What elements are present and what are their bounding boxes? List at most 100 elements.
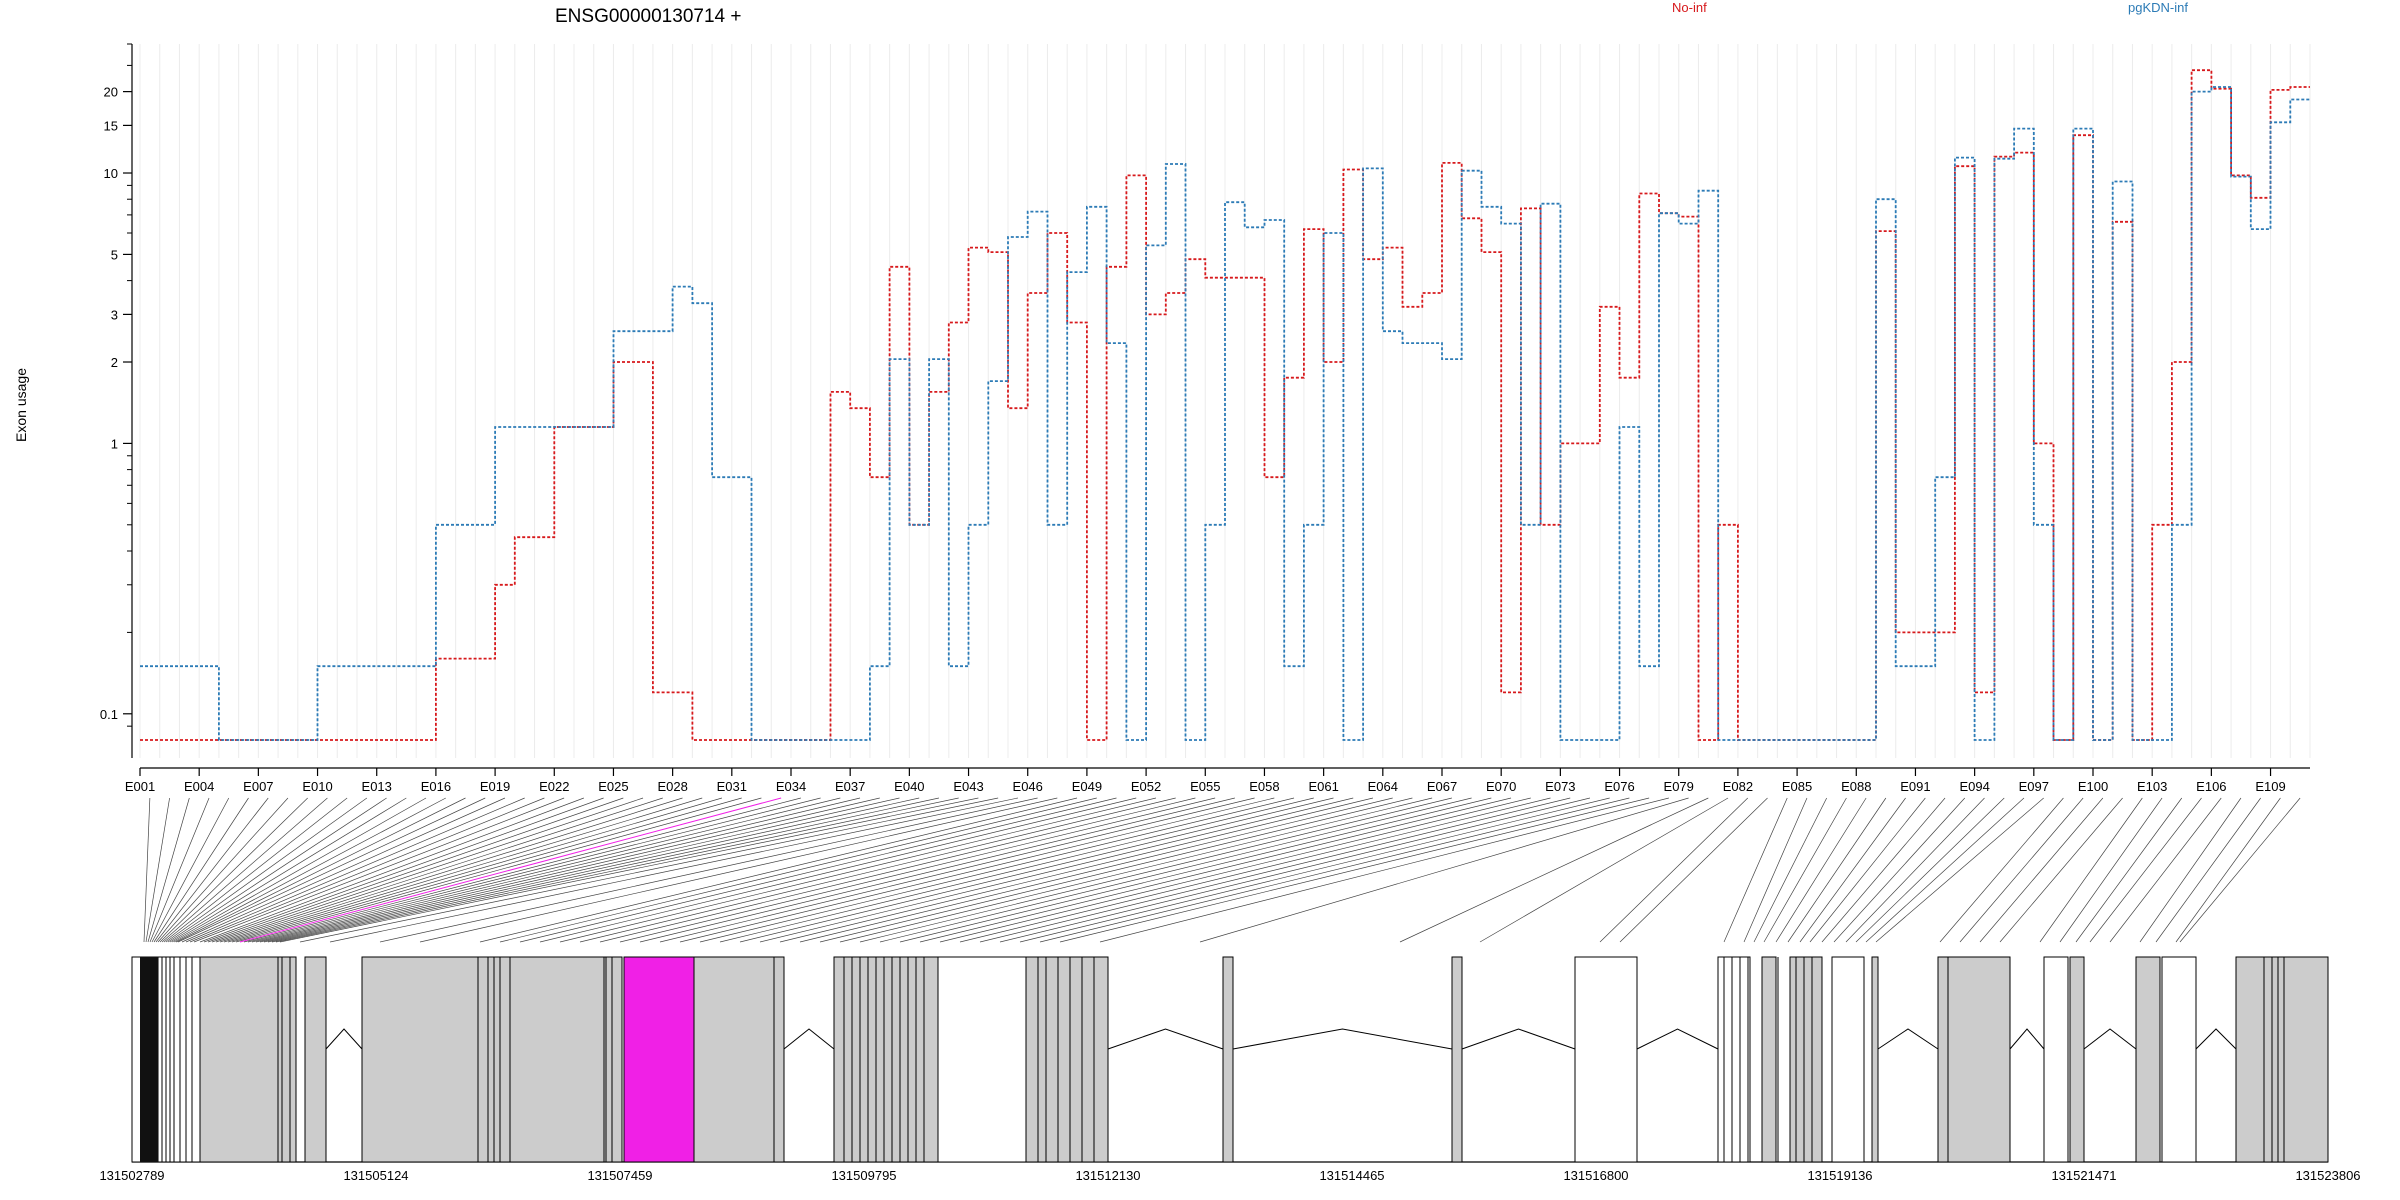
exon-block — [199, 956, 279, 1163]
connector-line — [1743, 797, 1808, 943]
exon-tick-label: E082 — [1723, 779, 1753, 794]
y-tick-label: 5 — [111, 247, 118, 262]
connector-line — [207, 797, 624, 943]
connector-line — [157, 797, 289, 943]
y-tick-label: 1 — [111, 436, 118, 451]
coordinate-label: 131519136 — [1807, 1168, 1872, 1183]
connector-line — [759, 797, 1354, 943]
coordinate-label: 131512130 — [1075, 1168, 1140, 1183]
connector-line — [299, 797, 999, 943]
intron-line — [1107, 1028, 1224, 1050]
connector-line — [1833, 797, 1966, 943]
connector-line — [1753, 797, 1827, 943]
connector-line — [859, 797, 1452, 943]
coordinate-label: 131523806 — [2295, 1168, 2360, 1183]
y-tick-label: 0.1 — [100, 707, 118, 722]
connector-line — [2109, 797, 2222, 943]
coordinate-label: 131516800 — [1563, 1168, 1628, 1183]
connector-line — [189, 797, 545, 943]
exon-tick-label: E016 — [421, 779, 451, 794]
exon-block — [773, 956, 785, 1163]
coordinate-label: 131509795 — [831, 1168, 896, 1183]
exon-tick-label: E022 — [539, 779, 569, 794]
connector-line — [143, 797, 151, 943]
gene-model — [131, 956, 2329, 1163]
y-tick-label: 3 — [111, 307, 118, 322]
exon-tick-label: E010 — [302, 779, 332, 794]
exon-block — [304, 956, 327, 1163]
exon-tick-label: E049 — [1072, 779, 1102, 794]
connector-line — [177, 797, 486, 943]
connector-line — [145, 797, 170, 943]
connector-line — [155, 797, 269, 943]
connector-line — [161, 797, 328, 943]
exon-tick-label: E052 — [1131, 779, 1161, 794]
connector-line — [1959, 797, 2084, 943]
exon-axis: E001 E004 E007 E010 E013 E016 E019 E022 E025 E028… — [125, 767, 2310, 794]
exon-block — [2263, 956, 2285, 1163]
connector-line — [2059, 797, 2163, 943]
connector-line — [1763, 797, 1847, 943]
exon-tick-label: E037 — [835, 779, 865, 794]
connector-line — [271, 797, 940, 943]
series-lines — [140, 69, 2310, 741]
connector-line — [419, 797, 1058, 943]
exon-block — [487, 956, 511, 1163]
connector-line — [1939, 797, 2064, 943]
connector-line — [2155, 797, 2261, 943]
exon-tick-label: E031 — [717, 779, 747, 794]
exon-tick-label: E019 — [480, 779, 510, 794]
intron-line — [2009, 1028, 2045, 1050]
exon-block — [1789, 956, 1823, 1163]
exon-tick-label: E046 — [1013, 779, 1043, 794]
connector-line — [153, 797, 249, 943]
connector-line — [679, 797, 1275, 943]
connector-line — [999, 797, 1591, 943]
connector-line — [639, 797, 1235, 943]
exon-tick-label: E076 — [1604, 779, 1634, 794]
connector-line — [1821, 797, 1946, 943]
y-tick-label: 20 — [104, 85, 118, 100]
connector-line — [211, 797, 644, 943]
exon-block — [693, 956, 775, 1163]
connector-line — [159, 797, 308, 943]
connector-line — [799, 797, 1393, 943]
coordinate-axis: 131502789 131505124 131507459 131509795 1315… — [99, 1168, 2360, 1183]
exon-block — [937, 956, 1027, 1163]
connector-line — [193, 797, 565, 943]
connector-line — [599, 797, 1196, 943]
connector-line — [215, 797, 663, 943]
exon-tick-label: E034 — [776, 779, 806, 794]
legend-entry-no-inf: No-inf — [1672, 0, 1707, 15]
connector-line — [1599, 797, 1749, 943]
exon-tick-label: E004 — [184, 779, 214, 794]
connector-line — [199, 797, 584, 943]
exon-tick-label: E070 — [1486, 779, 1516, 794]
exon-block — [2161, 956, 2197, 1163]
connector-line — [899, 797, 1492, 943]
connector-line — [1099, 797, 1669, 943]
exon-block — [833, 956, 939, 1163]
exon-block — [509, 956, 605, 1163]
connector-line — [979, 797, 1571, 943]
exon-block — [603, 956, 623, 1163]
connector-line — [223, 797, 703, 943]
coordinate-label: 131514465 — [1319, 1168, 1384, 1183]
exon-block — [1717, 956, 1751, 1163]
exon-tick-label: E106 — [2196, 779, 2226, 794]
intron-line — [783, 1028, 835, 1050]
connector-line — [1979, 797, 2104, 943]
connector-line — [579, 797, 1176, 943]
exon-tick-label: E094 — [1959, 779, 1989, 794]
connector-line — [173, 797, 446, 943]
exon-block — [2235, 956, 2265, 1163]
intron-line — [1636, 1028, 1719, 1050]
exon-block — [1222, 956, 1234, 1163]
connector-line — [2039, 797, 2143, 943]
connector-line — [279, 797, 979, 943]
connector-line — [167, 797, 387, 943]
connector-line — [1019, 797, 1610, 943]
exon-block — [1937, 956, 2011, 1163]
connector-line — [1479, 797, 1729, 943]
